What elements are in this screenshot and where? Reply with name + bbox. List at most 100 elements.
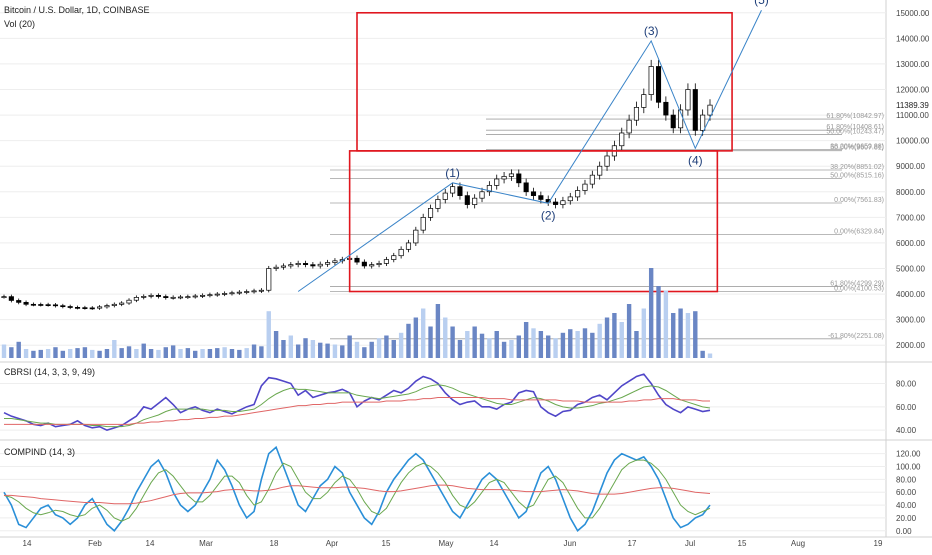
- candle-down[interactable]: [464, 195, 470, 205]
- cbrsi-series-line[interactable]: [4, 397, 710, 425]
- candle-down[interactable]: [155, 295, 161, 297]
- candle-up[interactable]: [111, 303, 117, 306]
- candle-up[interactable]: [508, 173, 514, 177]
- candlestick-series[interactable]: [1, 59, 713, 310]
- candle-up[interactable]: [405, 242, 412, 250]
- candle-down[interactable]: [670, 114, 676, 129]
- candle-up[interactable]: [383, 259, 389, 264]
- candle-up[interactable]: [141, 296, 147, 298]
- candle-down[interactable]: [663, 101, 669, 116]
- candle-up[interactable]: [619, 132, 625, 147]
- compind-series-line[interactable]: [4, 484, 711, 505]
- candle-up[interactable]: [626, 119, 632, 134]
- candle-up[interactable]: [486, 185, 492, 193]
- candle-down[interactable]: [530, 191, 537, 196]
- candle-down[interactable]: [23, 302, 29, 305]
- candle-up[interactable]: [472, 197, 478, 205]
- candle-up[interactable]: [391, 255, 397, 260]
- candle-up[interactable]: [222, 293, 228, 295]
- candle-up[interactable]: [325, 262, 331, 265]
- candle-down[interactable]: [16, 300, 22, 303]
- candle-up[interactable]: [207, 294, 213, 297]
- candle-up[interactable]: [567, 196, 573, 202]
- candle-down[interactable]: [354, 257, 360, 263]
- candle-down[interactable]: [89, 307, 95, 310]
- candle-up[interactable]: [685, 89, 691, 111]
- candle-up[interactable]: [133, 297, 139, 301]
- candle-up[interactable]: [170, 296, 176, 299]
- candle-up[interactable]: [126, 299, 132, 304]
- candle-up[interactable]: [442, 192, 448, 200]
- candle-up[interactable]: [295, 263, 301, 266]
- candle-down[interactable]: [692, 89, 698, 131]
- candle-up[interactable]: [258, 289, 264, 292]
- candle-up[interactable]: [229, 292, 235, 295]
- candle-up[interactable]: [413, 229, 419, 244]
- candle-up[interactable]: [560, 200, 566, 205]
- candle-down[interactable]: [553, 201, 559, 205]
- candle-up[interactable]: [177, 296, 184, 299]
- candle-up[interactable]: [604, 155, 610, 167]
- candle-down[interactable]: [38, 304, 44, 306]
- cbrsi-pane[interactable]: [3, 373, 711, 432]
- candle-up[interactable]: [244, 291, 250, 293]
- candle-up[interactable]: [332, 260, 338, 263]
- candle-down[interactable]: [30, 303, 36, 306]
- candle-up[interactable]: [317, 263, 323, 267]
- candle-up[interactable]: [420, 217, 426, 231]
- candle-down[interactable]: [516, 173, 522, 184]
- candle-up[interactable]: [479, 191, 485, 199]
- candle-up[interactable]: [582, 183, 588, 191]
- compind-series-line[interactable]: [3, 459, 711, 522]
- candle-up[interactable]: [427, 208, 434, 218]
- candle-up[interactable]: [707, 104, 713, 116]
- candle-up[interactable]: [494, 178, 500, 186]
- candle-down[interactable]: [8, 296, 14, 301]
- candle-up[interactable]: [641, 94, 647, 108]
- candle-up[interactable]: [97, 306, 103, 309]
- candle-up[interactable]: [214, 293, 220, 296]
- candle-up[interactable]: [700, 114, 706, 131]
- candle-up[interactable]: [273, 266, 279, 269]
- candle-up[interactable]: [597, 165, 603, 176]
- candle-up[interactable]: [501, 176, 507, 180]
- candle-up[interactable]: [148, 295, 154, 297]
- candle-up[interactable]: [251, 290, 257, 293]
- elliott-wave-line[interactable]: [297, 10, 762, 292]
- candle-down[interactable]: [45, 304, 51, 306]
- candle-down[interactable]: [361, 261, 367, 267]
- candle-up[interactable]: [200, 295, 206, 297]
- price-pane[interactable]: 61.80%(10842.97) 61.80%(10408.61)50.00%(1…: [1, 0, 884, 340]
- candle-up[interactable]: [398, 248, 404, 257]
- candle-down[interactable]: [523, 182, 529, 193]
- candle-down[interactable]: [538, 195, 544, 200]
- compind-pane[interactable]: [3, 445, 711, 533]
- candle-up[interactable]: [119, 302, 125, 305]
- cbrsi-series-line[interactable]: [3, 373, 711, 432]
- candle-up[interactable]: [633, 107, 640, 121]
- candle-down[interactable]: [60, 305, 66, 308]
- candle-down[interactable]: [457, 186, 463, 196]
- candle-up[interactable]: [648, 66, 654, 95]
- candle-up[interactable]: [266, 268, 272, 291]
- candle-down[interactable]: [67, 306, 73, 308]
- candle-down[interactable]: [52, 304, 59, 307]
- candle-up[interactable]: [589, 174, 595, 185]
- candle-up[interactable]: [369, 264, 375, 267]
- highlight-box[interactable]: [348, 150, 719, 293]
- candle-down[interactable]: [310, 264, 316, 267]
- candle-up[interactable]: [376, 263, 382, 266]
- candle-down[interactable]: [82, 307, 88, 309]
- candle-up[interactable]: [1, 296, 7, 298]
- candle-down[interactable]: [302, 263, 309, 266]
- candle-up[interactable]: [288, 264, 294, 267]
- cbrsi-series-line[interactable]: [4, 384, 711, 428]
- candle-up[interactable]: [280, 265, 287, 268]
- candle-down[interactable]: [655, 66, 662, 103]
- candle-down[interactable]: [74, 307, 81, 309]
- candle-up[interactable]: [192, 295, 198, 298]
- candle-up[interactable]: [185, 296, 191, 298]
- candle-up[interactable]: [575, 190, 581, 198]
